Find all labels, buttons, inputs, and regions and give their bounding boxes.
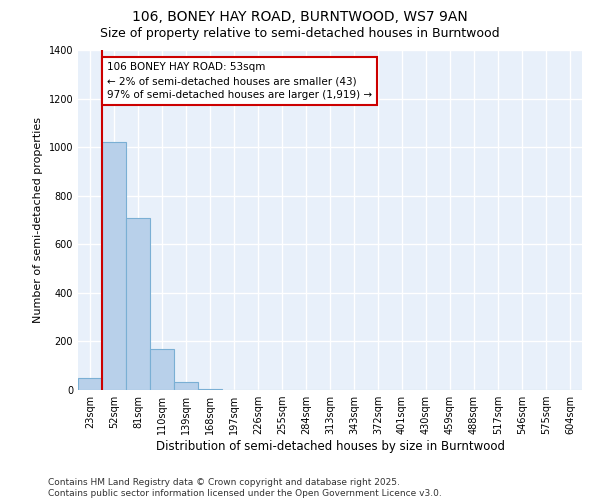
Bar	[126, 218, 150, 390]
X-axis label: Distribution of semi-detached houses by size in Burntwood: Distribution of semi-detached houses by …	[155, 440, 505, 453]
Y-axis label: Number of semi-detached properties: Number of semi-detached properties	[33, 117, 43, 323]
Text: 106 BONEY HAY ROAD: 53sqm
← 2% of semi-detached houses are smaller (43)
97% of s: 106 BONEY HAY ROAD: 53sqm ← 2% of semi-d…	[107, 62, 372, 100]
Bar	[150, 348, 174, 390]
Text: 106, BONEY HAY ROAD, BURNTWOOD, WS7 9AN: 106, BONEY HAY ROAD, BURNTWOOD, WS7 9AN	[132, 10, 468, 24]
Bar	[78, 378, 102, 390]
Bar	[174, 382, 198, 390]
Bar	[198, 389, 222, 390]
Text: Contains HM Land Registry data © Crown copyright and database right 2025.
Contai: Contains HM Land Registry data © Crown c…	[48, 478, 442, 498]
Text: Size of property relative to semi-detached houses in Burntwood: Size of property relative to semi-detach…	[100, 28, 500, 40]
Bar	[102, 142, 126, 390]
